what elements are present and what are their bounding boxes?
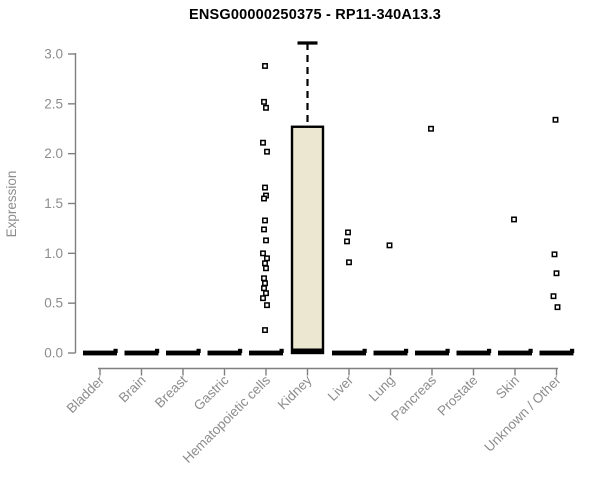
zero-point: [362, 348, 367, 353]
data-point: [264, 302, 270, 309]
zero-bar: [498, 350, 532, 356]
y-axis-tick-label: 3.0: [44, 47, 63, 62]
data-point: [262, 280, 268, 287]
data-point: [345, 229, 351, 236]
zero-bar: [332, 350, 366, 356]
zero-bar: [124, 350, 159, 356]
data-point: [264, 148, 270, 155]
data-point: [552, 116, 559, 123]
y-axis-tick-label: 1.5: [44, 196, 63, 211]
x-axis-category-label: Brain: [116, 373, 149, 406]
data-point: [550, 293, 557, 300]
zero-bar: [373, 350, 408, 356]
median-line: [292, 348, 323, 353]
zero-point: [279, 348, 284, 353]
zero-point: [445, 348, 450, 353]
data-point: [261, 98, 267, 105]
zero-point: [155, 348, 160, 353]
y-axis-tick-label: 2.5: [44, 96, 63, 111]
data-point: [263, 104, 269, 111]
data-point: [261, 226, 267, 233]
x-axis-category-label: Prostate: [434, 373, 480, 419]
data-point: [262, 260, 268, 267]
data-point: [260, 139, 266, 146]
zero-point: [113, 348, 118, 353]
zero-bar: [415, 350, 449, 356]
data-point: [262, 217, 268, 224]
x-axis-category-label: Pancreas: [388, 372, 439, 423]
zero-point: [196, 348, 201, 353]
zero-bar: [539, 350, 574, 356]
y-axis-title: Expression: [4, 171, 19, 238]
zero-bar: [249, 350, 283, 356]
data-point: [428, 125, 434, 132]
x-axis-category-label: Kidney: [275, 372, 315, 412]
data-point: [553, 270, 560, 277]
data-point: [511, 216, 517, 223]
data-point: [263, 265, 269, 272]
data-point: [262, 63, 268, 69]
data-point: [263, 290, 269, 297]
y-axis-tick-label: 0.0: [44, 346, 63, 361]
zero-point: [570, 348, 575, 353]
chart-title: ENSG00000250375 - RP11-340A13.3: [188, 7, 442, 23]
zero-bar: [83, 350, 117, 356]
data-point: [264, 255, 270, 262]
y-axis-tick-label: 1.0: [44, 246, 63, 261]
data-point: [386, 242, 393, 249]
data-point: [261, 195, 267, 202]
zero-bar: [207, 350, 242, 356]
x-axis-category-label: Bladder: [64, 372, 108, 416]
y-axis-tick-label: 2.0: [44, 146, 63, 161]
x-axis-category-label: Unknown / Other: [481, 372, 564, 455]
x-axis-category-label: Lung: [366, 373, 398, 405]
zero-bar: [166, 350, 200, 356]
data-point: [261, 285, 267, 292]
zero-bar: [456, 350, 491, 356]
zero-point: [487, 348, 492, 353]
box: [290, 125, 325, 355]
data-point: [346, 259, 352, 266]
zero-point: [528, 348, 533, 353]
data-point: [262, 327, 268, 334]
x-axis-category-label: Skin: [493, 373, 522, 402]
x-axis-category-label: Gastric: [191, 372, 232, 413]
zero-point: [238, 348, 243, 353]
data-point: [551, 251, 558, 258]
data-point: [344, 238, 350, 245]
data-point: [262, 184, 268, 191]
x-axis-category-label: Breast: [152, 372, 190, 410]
y-axis-tick-label: 0.5: [44, 296, 63, 311]
data-point: [260, 295, 266, 302]
data-point: [554, 304, 561, 311]
data-point: [261, 275, 267, 282]
data-point: [260, 250, 266, 257]
zero-point: [404, 348, 409, 353]
x-axis-category-label: Liver: [325, 372, 357, 404]
data-point: [263, 237, 269, 244]
